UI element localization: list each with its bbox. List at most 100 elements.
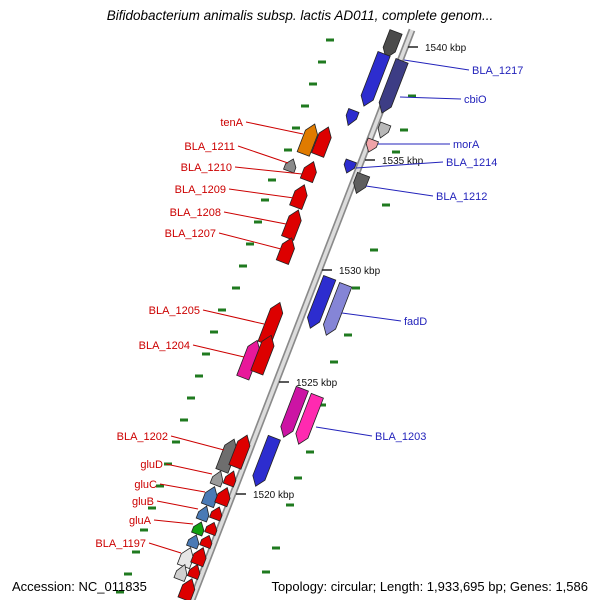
intergenic-dash [180,418,188,422]
intergenic-dash [272,546,280,550]
gene-arrow-tenA[interactable] [296,122,321,157]
genome-axis-band [188,28,416,600]
gene-label-gluB[interactable]: gluB [132,496,154,508]
label-leader [365,185,434,197]
intergenic-dash [318,403,326,407]
gene-label-gluC[interactable]: gluC [134,479,157,491]
scale-label: 1535 kbp [382,156,424,167]
gene-arrow[interactable] [204,520,220,537]
label-leader [355,161,444,169]
scale-label: 1540 kbp [425,43,467,54]
intergenic-dash [262,570,270,574]
intergenic-dash [352,286,360,290]
gene-label-BLA_1204[interactable]: BLA_1204 [139,340,190,352]
label-leader [170,435,225,451]
topology-text: Topology: circular; Length: 1,933,695 bp… [271,579,588,594]
intergenic-dash [294,476,302,480]
gene-label-BLA_1211[interactable]: BLA_1211 [184,141,235,153]
label-leader [234,166,303,175]
gene-arrow[interactable] [278,385,309,439]
intergenic-dash [254,220,262,224]
intergenic-dash [309,82,317,86]
gene-arrow[interactable] [304,274,337,330]
gene-arrow[interactable] [380,29,403,61]
gene-arrow-gluA[interactable] [191,520,207,537]
gene-arrow[interactable] [186,562,202,581]
intergenic-dash [261,198,269,202]
gene-label-BLA_1197[interactable]: BLA_1197 [95,538,146,550]
gene-arrow[interactable] [177,576,198,600]
gene-label-gluA[interactable]: gluA [129,515,152,527]
gene-arrow-fadD[interactable] [320,281,353,337]
gene-arrow[interactable] [343,108,360,128]
gene-arrow[interactable] [375,121,392,140]
gene-arrow[interactable] [173,563,190,582]
gene-arrow-BLA_1197[interactable] [176,545,196,570]
gene-arrow-BLA_1217[interactable] [358,51,391,109]
genome-axis-rail [193,30,416,600]
gene-arrow[interactable] [209,505,225,522]
gene-arrow[interactable] [186,533,202,550]
gene-label-gluD[interactable]: gluD [140,459,163,471]
gene-arrow-cbiO[interactable] [376,58,409,116]
gene-arrow-gluB[interactable] [195,504,212,523]
label-leader [165,463,213,475]
gene-label-BLA_1203[interactable]: BLA_1203 [375,431,426,443]
gene-label-BLA_1217[interactable]: BLA_1217 [472,65,523,77]
gene-label-BLA_1208[interactable]: BLA_1208 [170,207,221,219]
intergenic-dash [116,590,124,594]
gene-label-BLA_1205[interactable]: BLA_1205 [149,305,200,317]
gene-arrow-BLA_1202[interactable] [215,437,240,474]
intergenic-dash [370,248,378,252]
intergenic-dash [268,178,276,182]
gene-arrow-BLA_1211[interactable] [283,157,299,174]
label-leader [153,519,194,525]
gene-arrow[interactable] [311,125,335,158]
intergenic-dash [187,396,195,400]
gene-label-BLA_1202[interactable]: BLA_1202 [117,431,168,443]
intergenic-dash [156,484,164,488]
intergenic-dash [132,550,140,554]
gene-label-fadD[interactable]: fadD [404,316,427,328]
gene-arrow[interactable] [250,434,281,488]
label-leader [341,312,402,322]
gene-arrow-morA[interactable] [364,137,379,154]
intergenic-dash [408,94,416,98]
gene-arrow-BLA_1214[interactable] [342,158,357,175]
label-leader [245,121,304,135]
gene-arrow[interactable] [228,433,253,470]
gene-arrow[interactable] [199,533,215,550]
gene-label-tenA[interactable]: tenA [220,117,243,129]
intergenic-dash [218,308,226,312]
gene-label-BLA_1209[interactable]: BLA_1209 [175,184,226,196]
gene-arrow-gluC[interactable] [200,484,220,509]
label-leader [237,145,289,164]
gene-arrow[interactable] [190,545,210,568]
gene-arrow-BLA_1204[interactable] [236,338,264,381]
intergenic-dash [148,506,156,510]
intergenic-dash [330,360,338,364]
label-leader [399,96,462,100]
gene-arrow-BLA_1203[interactable] [293,392,324,446]
gene-arrow-BLA_1209[interactable] [289,182,311,211]
intergenic-dash [344,333,352,337]
gene-label-BLA_1212[interactable]: BLA_1212 [436,191,487,203]
intergenic-dash [306,450,314,454]
label-leader [223,211,287,225]
accession-text: Accession: NC_011835 [12,579,147,594]
gene-label-cbiO[interactable]: cbiO [464,94,487,106]
gene-label-BLA_1214[interactable]: BLA_1214 [446,157,497,169]
gene-label-BLA_1210[interactable]: BLA_1210 [181,162,232,174]
label-leader [159,483,206,493]
gene-arrow-BLA_1210[interactable] [299,159,319,184]
gene-label-BLA_1207[interactable]: BLA_1207 [165,228,216,240]
gene-arrow[interactable] [214,485,234,508]
gene-arrow-BLA_1207[interactable] [275,236,297,265]
gene-arrow[interactable] [222,469,239,488]
intergenic-dash [284,148,292,152]
gene-arrow[interactable] [250,333,278,376]
gene-arrow-gluD[interactable] [209,469,226,488]
gene-label-morA[interactable]: morA [453,139,480,151]
intergenic-dash [286,503,294,507]
